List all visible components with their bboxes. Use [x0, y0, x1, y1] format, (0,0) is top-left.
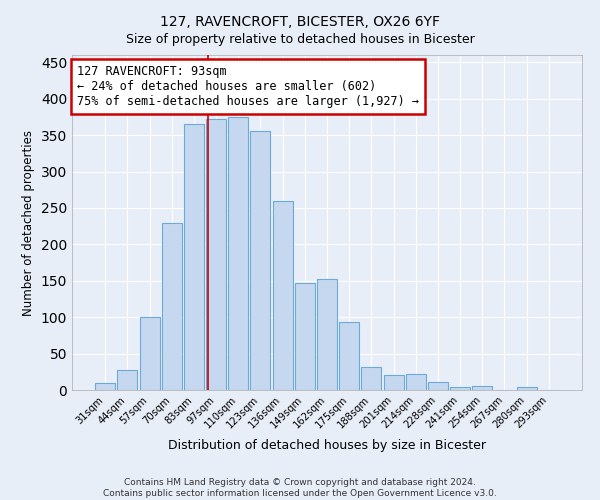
X-axis label: Distribution of detached houses by size in Bicester: Distribution of detached houses by size … [168, 439, 486, 452]
Bar [339, 322, 359, 390]
Bar [517, 387, 536, 390]
Bar [118, 370, 137, 390]
Bar [383, 376, 404, 390]
Text: 127 RAVENCROFT: 93sqm
← 24% of detached houses are smaller (602)
75% of semi-det: 127 RAVENCROFT: 93sqm ← 24% of detached … [77, 65, 419, 108]
Bar [206, 119, 226, 390]
Bar [95, 382, 115, 390]
Text: Contains HM Land Registry data © Crown copyright and database right 2024.
Contai: Contains HM Land Registry data © Crown c… [103, 478, 497, 498]
Y-axis label: Number of detached properties: Number of detached properties [22, 130, 35, 316]
Bar [140, 317, 160, 390]
Bar [228, 117, 248, 390]
Bar [450, 387, 470, 390]
Bar [472, 386, 492, 390]
Bar [317, 278, 337, 390]
Bar [361, 368, 382, 390]
Bar [428, 382, 448, 390]
Text: 127, RAVENCROFT, BICESTER, OX26 6YF: 127, RAVENCROFT, BICESTER, OX26 6YF [160, 15, 440, 29]
Bar [184, 124, 204, 390]
Bar [272, 200, 293, 390]
Bar [406, 374, 426, 390]
Bar [295, 283, 315, 390]
Bar [162, 222, 182, 390]
Bar [250, 132, 271, 390]
Text: Size of property relative to detached houses in Bicester: Size of property relative to detached ho… [125, 32, 475, 46]
